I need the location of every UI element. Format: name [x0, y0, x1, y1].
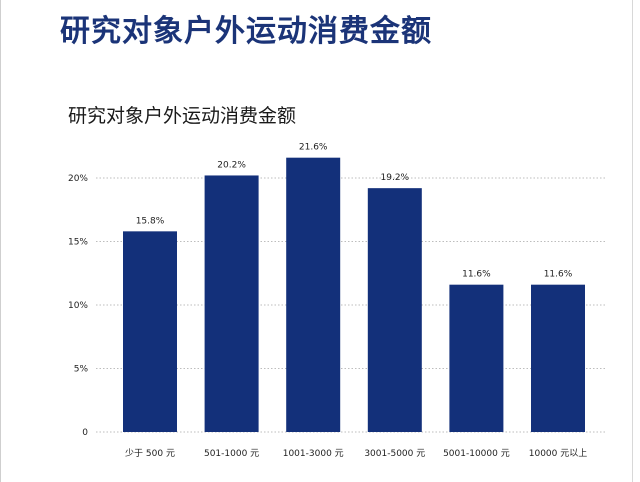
bar [531, 284, 585, 432]
category-label: 5001-10000 元 [443, 449, 510, 459]
category-label: 501-1000 元 [204, 449, 259, 459]
data-label: 19.2% [381, 173, 410, 183]
y-tick-label: 20% [68, 174, 88, 184]
category-label: 10000 元以上 [529, 448, 588, 459]
page-title: 研究对象户外运动消费金额 [60, 14, 432, 49]
bar [367, 188, 422, 432]
y-tick-label: 10% [68, 301, 88, 311]
data-label: 21.6% [299, 143, 328, 153]
category-label: 1001-3000 元 [283, 449, 344, 459]
bar [204, 175, 259, 432]
y-tick-label: 15% [68, 238, 88, 248]
data-label: 11.6% [462, 270, 491, 280]
y-tick-label: 5% [74, 365, 89, 375]
data-label: 11.6% [544, 270, 573, 280]
right-border-line [632, 0, 633, 482]
left-border-line [0, 0, 1, 482]
chart-title: 研究对象户外运动消费金额 [68, 105, 297, 127]
data-label: 20.2% [217, 160, 246, 170]
y-tick-label: 0 [82, 428, 88, 438]
category-label: 少于 500 元 [125, 448, 175, 459]
bar [123, 231, 177, 432]
bar [286, 157, 341, 432]
data-label: 15.8% [136, 216, 165, 226]
bar [449, 284, 504, 432]
category-label: 3001-5000 元 [364, 449, 425, 459]
